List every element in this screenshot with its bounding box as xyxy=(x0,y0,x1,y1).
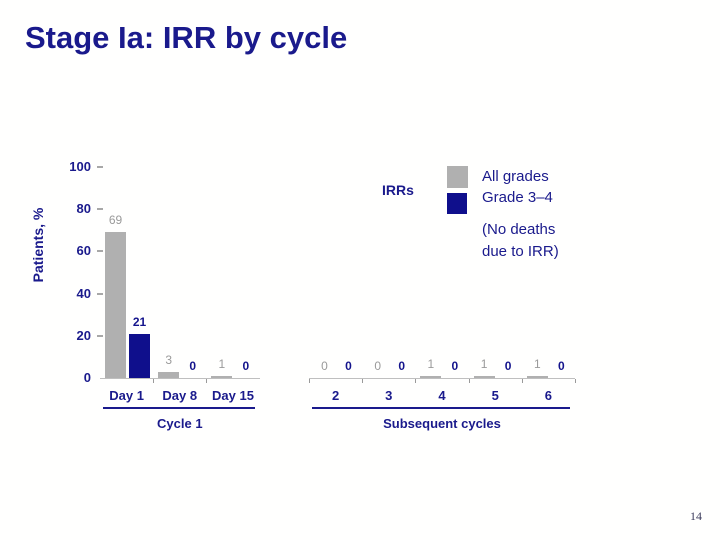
slide-title: Stage Ia: IRR by cycle xyxy=(25,20,348,55)
legend-label-grade-3-4: Grade 3–4 xyxy=(482,189,553,206)
bar-all-grades xyxy=(105,232,126,378)
x-axis-tick xyxy=(362,379,364,383)
bar-all-grades xyxy=(211,376,233,378)
value-label: 21 xyxy=(132,315,147,329)
y-tick-mark xyxy=(97,334,103,337)
category-label: Day 8 xyxy=(162,388,198,403)
x-axis-tick xyxy=(415,379,417,383)
value-label: 0 xyxy=(242,359,250,373)
y-tick-mark xyxy=(97,250,103,253)
value-label: 0 xyxy=(398,359,406,373)
x-axis-tick xyxy=(468,379,470,383)
category-label: 2 xyxy=(331,388,340,403)
bar-all-grades xyxy=(526,376,548,378)
y-tick-label: 80 xyxy=(76,201,91,217)
y-tick-label: 20 xyxy=(76,327,91,343)
category-label: 3 xyxy=(385,388,393,403)
legend-swatch-all-grades xyxy=(447,166,468,188)
value-label: 0 xyxy=(504,359,512,373)
category-label: 4 xyxy=(438,388,446,403)
value-label: 0 xyxy=(345,359,352,373)
x-axis-line xyxy=(309,378,575,379)
value-label: 1 xyxy=(480,357,488,371)
y-tick-label: 100 xyxy=(69,159,91,174)
category-label: 6 xyxy=(544,388,552,403)
group-underline xyxy=(103,407,255,409)
x-axis-tick xyxy=(309,379,310,383)
legend-swatch-grade-3-4 xyxy=(447,193,467,214)
x-axis-tick xyxy=(206,379,208,383)
value-label: 1 xyxy=(218,357,226,371)
group-underline xyxy=(312,407,570,409)
category-label: 5 xyxy=(491,388,499,403)
x-axis-tick xyxy=(575,379,576,383)
value-label: 0 xyxy=(374,359,382,373)
value-label: 1 xyxy=(427,357,435,371)
bar-grade-3-4 xyxy=(129,334,150,378)
y-tick-label: 40 xyxy=(76,285,91,301)
value-label: 1 xyxy=(533,357,541,371)
value-label: 0 xyxy=(321,359,328,373)
x-axis-tick xyxy=(153,379,155,383)
value-label: 0 xyxy=(557,359,565,373)
category-label: Day 15 xyxy=(212,388,254,403)
y-tick-mark xyxy=(97,292,103,295)
value-label: 3 xyxy=(165,353,173,367)
legend-label-all-grades: All grades xyxy=(482,168,549,185)
y-tick-mark xyxy=(97,208,103,211)
y-tick-label: 0 xyxy=(83,370,91,385)
group-label: Subsequent cycles xyxy=(383,416,501,431)
bar-all-grades xyxy=(473,376,495,378)
group-label: Cycle 1 xyxy=(157,416,203,431)
value-label: 0 xyxy=(189,359,197,373)
category-label: Day 1 xyxy=(109,388,144,403)
value-label: 0 xyxy=(451,359,459,373)
bar-all-grades xyxy=(158,372,180,378)
note-line-1: (No deaths xyxy=(482,221,556,238)
x-axis-line xyxy=(100,378,260,379)
note-line-2: due to IRR) xyxy=(482,243,559,260)
legend-title: IRRs xyxy=(382,182,414,198)
x-axis-tick xyxy=(521,379,523,383)
value-label: 69 xyxy=(108,213,123,227)
y-tick-label: 60 xyxy=(76,243,91,259)
y-tick-mark xyxy=(97,166,103,168)
page-number: 14 xyxy=(690,509,702,523)
y-axis-title: Patients, % xyxy=(30,207,46,283)
bar-all-grades xyxy=(420,376,442,378)
